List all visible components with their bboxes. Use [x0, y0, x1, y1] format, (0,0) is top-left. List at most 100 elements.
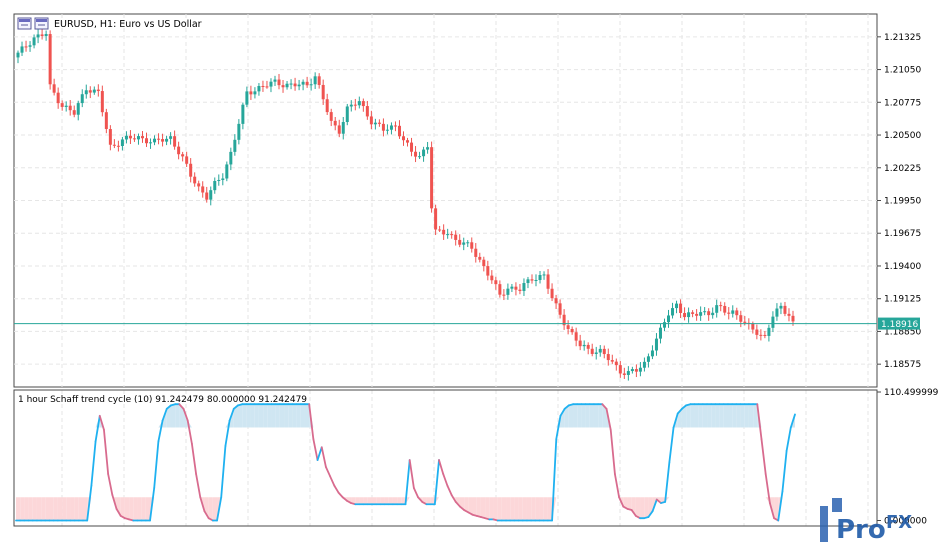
candle-body: [333, 120, 337, 126]
overbought-fill: [304, 404, 310, 428]
candle-body: [683, 313, 687, 318]
overbought-fill: [593, 404, 599, 428]
overbought-fill: [753, 404, 758, 428]
candle-body: [24, 46, 28, 48]
stc-segment: [768, 502, 775, 520]
oversold-fill: [539, 497, 544, 521]
oversold-fill: [53, 497, 58, 521]
candle-body: [430, 147, 434, 209]
candle-body: [28, 45, 32, 47]
stc-segment: [450, 494, 457, 503]
stc-segment: [785, 426, 792, 452]
candle-body: [88, 90, 92, 93]
stc-segment: [90, 440, 97, 487]
candle-body: [169, 136, 173, 139]
candle-body: [265, 86, 269, 88]
candle-body: [498, 284, 502, 295]
stc-segment: [165, 404, 172, 410]
stc-segment: [308, 403, 315, 441]
stc-segment: [228, 407, 235, 422]
candle-body: [381, 123, 385, 131]
candle-body: [124, 135, 128, 140]
oversold-fill: [522, 497, 527, 521]
overbought-fill: [263, 404, 268, 428]
candle-body: [60, 103, 64, 107]
candle-body: [140, 136, 144, 139]
oversold-fill: [388, 497, 393, 505]
candle-body: [775, 308, 779, 317]
overbought-fill: [698, 404, 703, 428]
chart-type-icon[interactable]: [17, 17, 32, 30]
oversold-fill: [376, 497, 381, 505]
candle-body: [104, 112, 108, 130]
candle-body: [157, 138, 161, 140]
overbought-fill: [568, 404, 574, 428]
candle-body: [92, 89, 96, 93]
price-tick-label: 1.19950: [884, 197, 921, 207]
candle-body: [759, 334, 763, 336]
overbought-fill: [736, 404, 741, 428]
oversold-fill: [74, 497, 79, 521]
oversold-fill: [384, 497, 389, 505]
candle-body: [514, 286, 518, 290]
candle-body: [161, 139, 165, 142]
period-icon[interactable]: [34, 17, 49, 30]
candle-body: [277, 79, 281, 86]
stc-segment: [781, 449, 788, 493]
candle-body: [446, 234, 450, 236]
stc-segment: [651, 498, 658, 513]
candle-body: [510, 286, 514, 289]
candle-body: [558, 303, 562, 315]
candle-body: [345, 106, 349, 123]
candle-body: [442, 229, 446, 235]
candle-body: [755, 329, 759, 335]
oversold-fill: [133, 497, 138, 521]
candle-body: [341, 122, 345, 134]
candle-body: [530, 279, 534, 281]
candle-body: [173, 136, 177, 147]
candle-body: [426, 147, 430, 150]
stc-segment: [609, 428, 616, 475]
candle-body: [68, 105, 72, 111]
stc-segment: [186, 419, 193, 445]
candle-body: [675, 303, 679, 309]
candle-body: [542, 274, 546, 276]
stc-segment: [86, 484, 93, 522]
candle-body: [482, 259, 486, 267]
oversold-fill: [129, 497, 134, 521]
candle-body: [787, 313, 791, 316]
candle-body: [638, 367, 642, 372]
stc-segment: [216, 496, 223, 522]
candle-body: [20, 46, 24, 53]
candle-body: [606, 354, 610, 361]
oversold-fill: [501, 497, 507, 521]
symbol-title: EURUSD, H1: Euro vs US Dollar: [54, 19, 202, 30]
indicator-label: 1 hour Schaff trend cycle (10) 91.242479…: [18, 395, 307, 405]
stc-segment: [551, 438, 558, 522]
candle-body: [618, 365, 622, 374]
overbought-fill: [727, 404, 733, 428]
candle-body: [273, 79, 277, 82]
overbought-fill: [723, 404, 728, 428]
overbought-fill: [564, 405, 569, 428]
candle-body: [40, 34, 44, 36]
stc-segment: [320, 446, 327, 468]
stc-segment: [433, 459, 440, 506]
candle-body: [72, 110, 76, 115]
candle-body: [136, 136, 140, 140]
candle-body: [562, 314, 566, 326]
overbought-fill: [581, 404, 586, 428]
stc-segment: [341, 496, 348, 502]
candle-body: [100, 91, 104, 113]
oversold-fill: [62, 497, 67, 521]
candle-body: [691, 312, 695, 314]
overbought-fill: [740, 404, 745, 428]
stc-segment: [555, 414, 562, 441]
oversold-fill: [57, 497, 63, 521]
candle-body: [526, 279, 530, 284]
oversold-fill: [497, 497, 502, 521]
candle-body: [217, 179, 221, 181]
oversold-fill: [141, 497, 146, 521]
